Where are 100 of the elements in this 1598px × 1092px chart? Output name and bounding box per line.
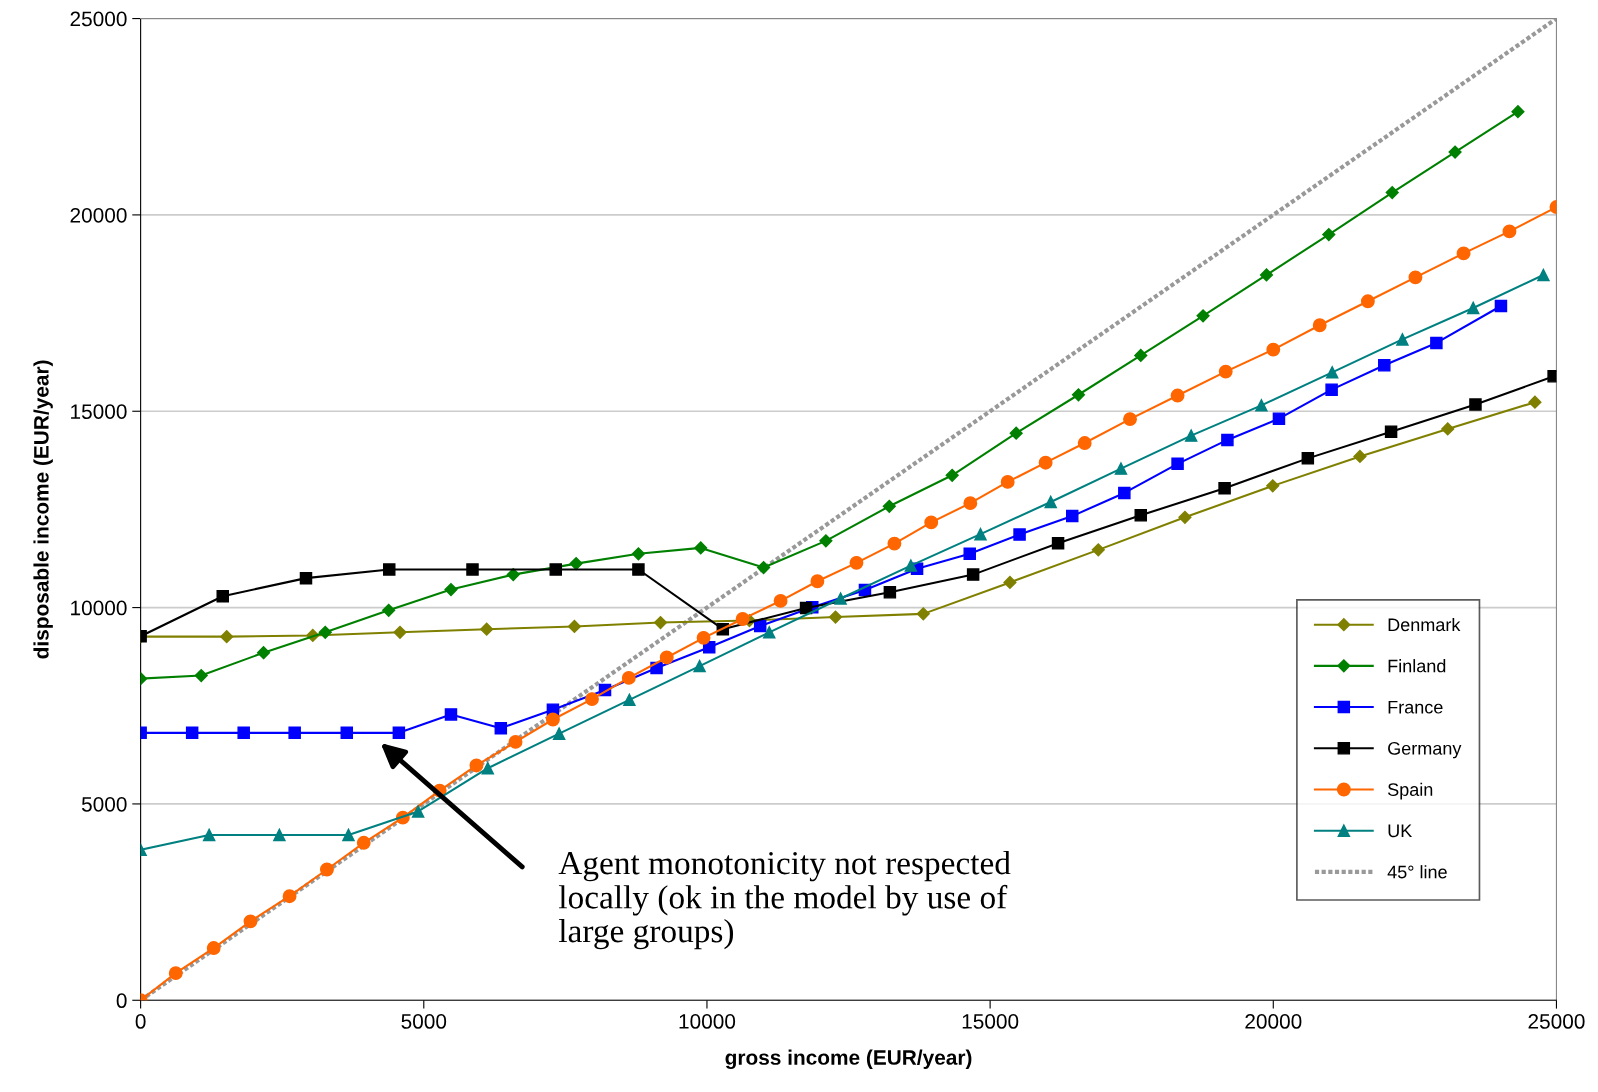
x-tick-label: 15000 bbox=[962, 1014, 1019, 1029]
point bbox=[481, 761, 495, 775]
point bbox=[773, 593, 788, 608]
point bbox=[194, 668, 208, 683]
point bbox=[694, 541, 708, 555]
point bbox=[1466, 301, 1480, 315]
legend-label: UK bbox=[1388, 824, 1413, 838]
point bbox=[1003, 575, 1017, 590]
point bbox=[1448, 145, 1462, 159]
point bbox=[1178, 510, 1192, 524]
point bbox=[202, 828, 216, 842]
point bbox=[506, 568, 520, 582]
point bbox=[659, 650, 674, 665]
y-tick-label: 20000 bbox=[70, 207, 127, 223]
y-tick-label: 0 bbox=[116, 993, 127, 1009]
point bbox=[569, 557, 583, 571]
point bbox=[1218, 481, 1231, 495]
point bbox=[631, 547, 646, 561]
y-tick-label: 5000 bbox=[81, 796, 127, 812]
point bbox=[549, 563, 562, 576]
point bbox=[216, 589, 229, 603]
point bbox=[924, 515, 939, 530]
point bbox=[469, 758, 484, 773]
point bbox=[1118, 486, 1131, 500]
x-tick-label: 5000 bbox=[401, 1014, 447, 1029]
point bbox=[1218, 364, 1233, 379]
point bbox=[693, 659, 706, 673]
point bbox=[340, 726, 354, 740]
point bbox=[1170, 388, 1185, 403]
point bbox=[1456, 246, 1471, 261]
point bbox=[444, 708, 458, 721]
point bbox=[623, 693, 636, 707]
point bbox=[883, 586, 897, 599]
x-tick-label: 20000 bbox=[1245, 1014, 1302, 1029]
annotation: Agent monotonicity not respected locally (ok in the model by use of large groups) bbox=[558, 850, 1011, 950]
point bbox=[585, 692, 599, 707]
y-tick-label: 10000 bbox=[71, 600, 127, 616]
point bbox=[392, 726, 406, 740]
point bbox=[1038, 455, 1053, 470]
x-tick-label: 0 bbox=[135, 1014, 146, 1029]
x-tick-label: 25000 bbox=[1528, 1014, 1585, 1029]
y-tick-label: 25000 bbox=[70, 11, 127, 27]
point bbox=[382, 603, 396, 617]
point bbox=[974, 527, 987, 541]
point bbox=[1134, 509, 1148, 522]
point bbox=[1528, 395, 1542, 409]
point bbox=[945, 468, 959, 482]
point bbox=[1378, 359, 1391, 372]
point bbox=[466, 563, 479, 576]
point bbox=[1312, 318, 1327, 333]
point bbox=[342, 828, 355, 842]
point bbox=[1091, 543, 1105, 557]
legend-label: Germany bbox=[1388, 742, 1462, 759]
point bbox=[1272, 412, 1286, 425]
point bbox=[1013, 528, 1026, 541]
point bbox=[168, 966, 183, 981]
point bbox=[887, 536, 902, 551]
point bbox=[834, 592, 847, 605]
point bbox=[273, 828, 286, 842]
point bbox=[1114, 462, 1128, 475]
point bbox=[299, 571, 313, 585]
point bbox=[632, 563, 645, 576]
legend-label: 45° line bbox=[1387, 865, 1447, 879]
point bbox=[963, 547, 976, 561]
point bbox=[1071, 388, 1086, 402]
point bbox=[382, 563, 396, 576]
point bbox=[1322, 227, 1336, 242]
point bbox=[1502, 224, 1517, 239]
point bbox=[1385, 185, 1399, 200]
point bbox=[411, 805, 425, 818]
point bbox=[185, 726, 199, 740]
point bbox=[763, 626, 776, 639]
point bbox=[1134, 348, 1148, 363]
point bbox=[819, 534, 833, 548]
point bbox=[282, 889, 297, 904]
point bbox=[1123, 412, 1137, 427]
point bbox=[1353, 449, 1367, 463]
legend-label: Spain bbox=[1387, 782, 1433, 800]
point bbox=[237, 726, 250, 740]
legend-label: France bbox=[1388, 700, 1443, 714]
point bbox=[206, 941, 221, 955]
point bbox=[1301, 452, 1315, 465]
point bbox=[320, 862, 334, 877]
y-axis-title: disposable income (EUR/year) bbox=[33, 360, 53, 659]
point bbox=[696, 630, 711, 645]
point bbox=[735, 612, 750, 626]
point bbox=[1537, 268, 1550, 282]
point bbox=[621, 670, 636, 685]
point bbox=[356, 835, 371, 850]
point bbox=[1384, 425, 1398, 438]
point bbox=[508, 734, 523, 749]
point bbox=[1325, 366, 1339, 379]
point bbox=[393, 625, 407, 639]
point bbox=[243, 914, 258, 929]
legend-label: Denmark bbox=[1388, 617, 1461, 632]
point bbox=[1171, 457, 1184, 471]
point bbox=[1441, 422, 1455, 436]
point bbox=[653, 615, 668, 630]
point bbox=[1051, 536, 1065, 550]
point bbox=[1266, 342, 1281, 357]
